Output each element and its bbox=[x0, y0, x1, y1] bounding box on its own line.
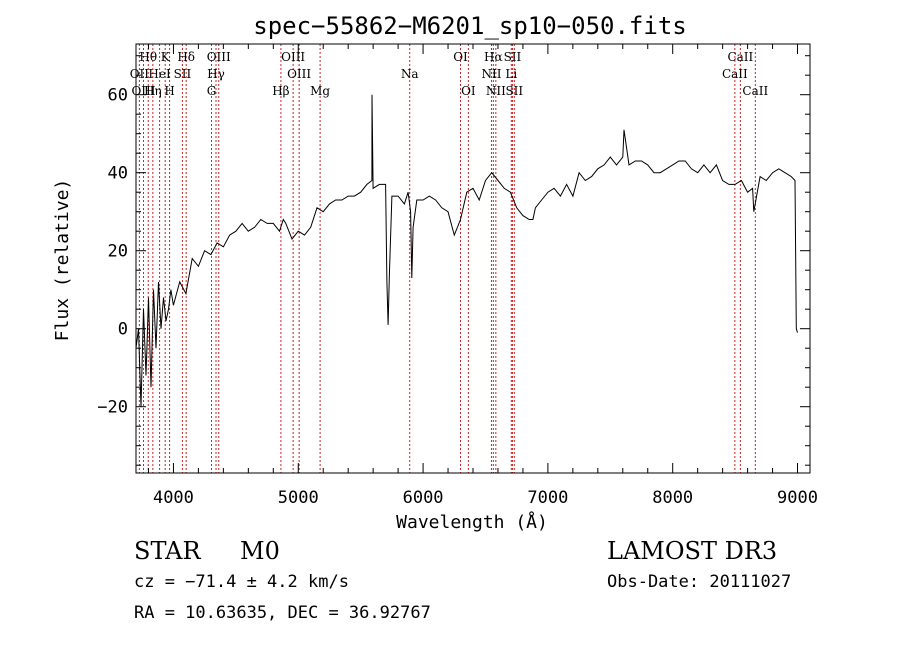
line-label-17: OI bbox=[453, 50, 468, 64]
line-label-12: OIII bbox=[281, 50, 305, 64]
y-tick-label-2: 20 bbox=[108, 242, 128, 262]
line-label-19: Hα bbox=[484, 50, 503, 64]
line-label-22: SII bbox=[504, 50, 522, 64]
y-tick-label-0: −20 bbox=[97, 398, 128, 418]
emission-line-markers bbox=[138, 44, 756, 473]
line-label-25: CaII bbox=[727, 50, 753, 64]
redshift-cz: cz = −71.4 ± 4.2 km/s bbox=[134, 572, 349, 592]
line-label-7: Hδ bbox=[177, 50, 195, 64]
x-tick-label-1: 5000 bbox=[278, 488, 319, 508]
y-tick-label-4: 60 bbox=[108, 86, 128, 106]
line-label-10: Hγ bbox=[207, 67, 225, 81]
line-label-26: CaII bbox=[722, 67, 748, 81]
line-label-13: OIII bbox=[287, 67, 311, 81]
x-axis: 4000 5000 6000 7000 8000 9000 bbox=[147, 44, 818, 508]
line-label-5: HeI bbox=[148, 67, 171, 81]
chart-title: spec−55862−M6201_sp10−050.fits bbox=[253, 12, 686, 40]
x-tick-label-4: 8000 bbox=[652, 488, 693, 508]
survey-name: LAMOST DR3 bbox=[607, 537, 778, 565]
line-label-6: H bbox=[164, 84, 174, 98]
x-tick-label-2: 6000 bbox=[403, 488, 444, 508]
line-label-18: OI bbox=[461, 84, 476, 98]
object-class: STAR bbox=[134, 537, 201, 565]
y-axis: −20 0 20 40 60 bbox=[97, 55, 810, 466]
x-tick-label-3: 7000 bbox=[527, 488, 568, 508]
line-label-1: OII bbox=[130, 67, 150, 81]
line-label-14: Hβ bbox=[272, 84, 289, 98]
line-label-0: Hθ bbox=[139, 50, 157, 64]
line-label-23: Li bbox=[505, 67, 517, 81]
line-label-20: NII bbox=[481, 67, 501, 81]
object-subclass: M0 bbox=[240, 537, 280, 565]
line-label-16: Na bbox=[401, 67, 419, 81]
coordinates: RA = 10.63635, DEC = 36.92767 bbox=[134, 603, 431, 623]
plot-frame bbox=[135, 43, 811, 474]
y-axis-label: Flux (relative) bbox=[52, 179, 73, 342]
y-tick-label-3: 40 bbox=[108, 164, 128, 184]
line-label-21: NII bbox=[486, 84, 506, 98]
line-label-27: CaII bbox=[742, 84, 768, 98]
x-axis-label: Wavelength (Å) bbox=[396, 511, 548, 533]
y-tick-label-1: 0 bbox=[118, 320, 128, 340]
line-label-24: SII bbox=[505, 84, 523, 98]
line-label-15: Mg bbox=[310, 84, 330, 98]
line-label-3: Hη bbox=[144, 84, 162, 98]
line-label-4: K bbox=[161, 50, 171, 64]
line-label-8: SII bbox=[174, 67, 192, 81]
line-label-9: OIII bbox=[207, 50, 231, 64]
flux-series-line bbox=[135, 94, 798, 407]
line-label-11: G bbox=[207, 84, 217, 98]
x-tick-label-0: 4000 bbox=[153, 488, 194, 508]
observation-date: Obs-Date: 20111027 bbox=[607, 572, 792, 592]
x-tick-label-5: 9000 bbox=[777, 488, 818, 508]
